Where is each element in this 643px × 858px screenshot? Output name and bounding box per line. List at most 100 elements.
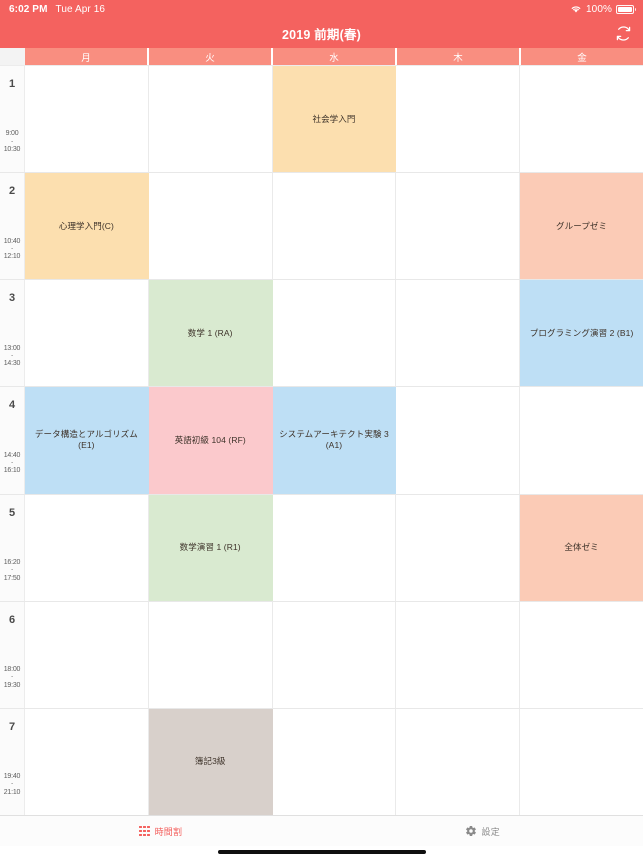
timetable-row-6: 6 18:00-19:30 [0, 601, 643, 709]
empty-cell[interactable] [396, 708, 521, 815]
period-start-time: 9:00 [5, 130, 19, 138]
class-name-label: 簿記3級 [194, 756, 226, 767]
empty-cell[interactable] [25, 66, 149, 173]
period-time-separator: - [11, 781, 13, 788]
period-time-separator: - [11, 674, 13, 681]
period-cell-1: 1 9:00-10:30 [0, 66, 25, 173]
empty-cell[interactable] [272, 280, 397, 387]
day-header-5[interactable]: 金 [521, 48, 643, 65]
timetable-row-3: 3 13:00-14:30 数学 1 (RA) プログラミング演習 2 (B1) [0, 280, 643, 388]
period-end-time: 16:10 [3, 467, 21, 475]
class-name-label: システムアーキテクト実験 3 (A1) [279, 429, 389, 451]
empty-cell[interactable] [272, 601, 397, 708]
wifi-icon [570, 4, 582, 14]
period-cell-2: 2 10:40-12:10 [0, 173, 25, 280]
period-time-range: 19:40-21:10 [0, 772, 24, 798]
tab-settings[interactable]: 設定 [322, 816, 643, 846]
period-cell-5: 5 16:20-17:50 [0, 494, 25, 601]
class-cell[interactable]: グループゼミ [520, 173, 643, 280]
empty-cell[interactable] [25, 601, 149, 708]
status-date: Tue Apr 16 [55, 3, 106, 15]
status-bar: 6:02 PM Tue Apr 16 100% [0, 0, 643, 18]
empty-cell[interactable] [520, 601, 643, 708]
empty-cell[interactable] [148, 66, 273, 173]
empty-cell[interactable] [520, 708, 643, 815]
period-time-separator: - [11, 567, 13, 574]
home-indicator-area [0, 846, 643, 858]
class-cell[interactable]: 社会学入門 [272, 66, 397, 173]
refresh-icon[interactable] [613, 23, 633, 43]
class-name-label: 社会学入門 [312, 113, 356, 124]
timetable-row-4: 4 14:40-16:10 データ構造とアルゴリズム(E1) 英語初級 104 (RF… [0, 387, 643, 495]
empty-cell[interactable] [520, 66, 643, 173]
empty-cell[interactable] [148, 173, 273, 280]
period-cell-4: 4 14:40-16:10 [0, 387, 25, 494]
period-number: 1 [8, 78, 16, 90]
day-header-4[interactable]: 木 [397, 48, 521, 65]
empty-cell[interactable] [520, 387, 643, 494]
period-time-range: 16:20-17:50 [0, 558, 24, 584]
class-name-label: 全体ゼミ [564, 542, 599, 553]
day-header-1[interactable]: 月 [25, 48, 149, 65]
class-name-label: データ構造とアルゴリズム(E1) [34, 429, 138, 451]
timetable-row-5: 5 16:20-17:50 数学演習 1 (R1) 全体ゼミ [0, 494, 643, 602]
empty-cell[interactable] [25, 280, 149, 387]
class-name-label: 数学演習 1 (R1) [179, 542, 241, 553]
period-time-range: 9:00-10:30 [0, 129, 24, 155]
period-end-time: 17:50 [3, 574, 21, 582]
period-number: 5 [8, 506, 16, 519]
period-start-time: 10:40 [3, 237, 21, 245]
period-number: 4 [8, 399, 16, 412]
period-time-separator: - [11, 460, 13, 467]
period-end-time: 19:30 [3, 681, 21, 689]
period-start-time: 16:20 [3, 559, 21, 567]
empty-cell[interactable] [396, 494, 521, 601]
period-time-range: 10:40-12:10 [0, 237, 24, 263]
empty-cell[interactable] [272, 708, 397, 815]
class-name-label: プログラミング演習 2 (B1) [529, 327, 634, 338]
tab-label: 設定 [481, 826, 500, 837]
home-indicator[interactable] [217, 850, 426, 854]
period-time-separator: - [11, 245, 13, 252]
period-cell-6: 6 18:00-19:30 [0, 601, 25, 708]
empty-cell[interactable] [272, 494, 397, 601]
empty-cell[interactable] [396, 601, 521, 708]
class-cell[interactable]: 数学 1 (RA) [148, 280, 273, 387]
day-header-2[interactable]: 火 [149, 48, 273, 65]
empty-cell[interactable] [148, 601, 273, 708]
period-number: 2 [8, 185, 16, 198]
empty-cell[interactable] [272, 173, 397, 280]
gear-icon [465, 825, 477, 837]
class-name-label: グループゼミ [556, 220, 608, 231]
class-cell[interactable]: 数学演習 1 (R1) [148, 494, 273, 601]
tab-timetable[interactable]: 時間割 [0, 816, 322, 846]
day-header-3[interactable]: 水 [273, 48, 397, 65]
empty-cell[interactable] [396, 280, 521, 387]
class-cell[interactable]: データ構造とアルゴリズム(E1) [25, 387, 149, 494]
class-cell[interactable]: 英語初級 104 (RF) [148, 387, 273, 494]
empty-cell[interactable] [396, 387, 521, 494]
period-end-time: 21:10 [3, 788, 21, 796]
period-start-time: 19:40 [3, 773, 21, 781]
status-time: 6:02 PM [9, 3, 48, 15]
timetable-grid: 1 9:00-10:30 社会学入門 2 10:40-12:10 心理学入門(C) グループ… [0, 65, 643, 815]
grid-icon [139, 825, 150, 837]
tab-bar: 時間割 設定 [0, 815, 643, 846]
period-number: 6 [8, 613, 16, 626]
period-cell-3: 3 13:00-14:30 [0, 280, 25, 387]
tab-label: 時間割 [154, 826, 183, 837]
empty-cell[interactable] [396, 173, 521, 280]
class-cell[interactable]: 心理学入門(C) [25, 173, 149, 280]
empty-cell[interactable] [396, 66, 521, 173]
class-name-label: 数学 1 (RA) [187, 327, 233, 338]
class-cell[interactable]: 簿記3級 [148, 708, 273, 815]
class-cell[interactable]: システムアーキテクト実験 3 (A1) [272, 387, 397, 494]
empty-cell[interactable] [25, 708, 149, 815]
period-time-range: 14:40-16:10 [0, 451, 24, 477]
class-cell[interactable]: プログラミング演習 2 (B1) [520, 280, 643, 387]
class-name-label: 英語初級 104 (RF) [174, 434, 246, 445]
empty-cell[interactable] [25, 494, 149, 601]
class-cell[interactable]: 全体ゼミ [520, 494, 643, 601]
status-bar-left: 6:02 PM Tue Apr 16 [9, 4, 105, 15]
